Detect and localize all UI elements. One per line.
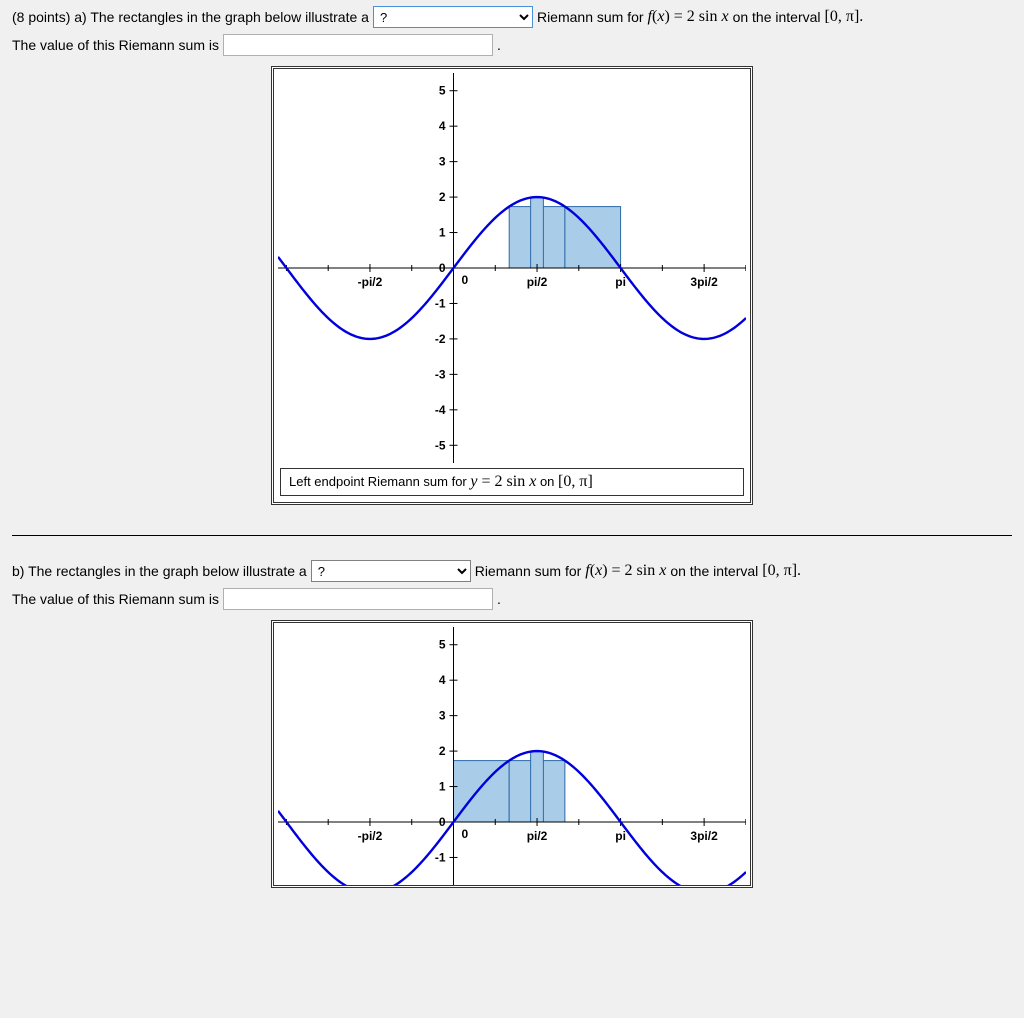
svg-text:pi: pi: [615, 275, 626, 289]
part-a-dropdown[interactable]: ?: [373, 6, 533, 28]
svg-text:-pi/2: -pi/2: [358, 829, 383, 843]
separator: [12, 535, 1012, 536]
part-b-prefix: b) The rectangles in the graph below ill…: [12, 563, 307, 579]
svg-text:-1: -1: [435, 850, 446, 864]
part-a-caption: Left endpoint Riemann sum for y = 2 sin …: [280, 468, 744, 496]
svg-text:2: 2: [439, 190, 446, 204]
svg-text:0: 0: [439, 815, 446, 829]
part-a-line2: The value of this Riemann sum is: [12, 37, 219, 53]
part-b-graph-frame: -5-4-3-2-1123450-pi/20pi/2pi3pi/2: [271, 620, 753, 888]
part-b-value-input[interactable]: [223, 588, 493, 610]
svg-text:5: 5: [439, 84, 446, 98]
svg-text:3: 3: [439, 155, 446, 169]
svg-text:0: 0: [462, 273, 469, 287]
svg-text:-2: -2: [435, 886, 446, 888]
svg-text:-5: -5: [435, 438, 446, 452]
part-b-line2: The value of this Riemann sum is: [12, 591, 219, 607]
svg-text:pi/2: pi/2: [527, 829, 548, 843]
part-a-interval: [0, π].: [825, 8, 864, 26]
part-a-prefix: (8 points) a) The rectangles in the grap…: [12, 9, 369, 25]
svg-text:pi/2: pi/2: [527, 275, 548, 289]
svg-text:-3: -3: [435, 367, 446, 381]
part-a-function: f(x) = 2 sin x: [648, 8, 729, 26]
part-b-dropdown[interactable]: ?: [311, 560, 471, 582]
svg-text:0: 0: [462, 827, 469, 841]
part-b-on-interval: on the interval: [670, 563, 758, 579]
part-a-period: .: [497, 37, 501, 53]
svg-text:4: 4: [439, 673, 446, 687]
svg-text:-4: -4: [435, 403, 446, 417]
svg-text:5: 5: [439, 638, 446, 652]
part-a-on-interval: on the interval: [733, 9, 821, 25]
svg-text:-pi/2: -pi/2: [358, 275, 383, 289]
part-b-period: .: [497, 591, 501, 607]
svg-text:4: 4: [439, 119, 446, 133]
part-b-function: f(x) = 2 sin x: [585, 562, 666, 580]
part-b-graph: -5-4-3-2-1123450-pi/20pi/2pi3pi/2: [278, 627, 746, 888]
svg-text:-1: -1: [435, 296, 446, 310]
svg-text:2: 2: [439, 744, 446, 758]
svg-text:-2: -2: [435, 332, 446, 346]
part-a-graph-frame: -5 -4 -3 -2 -1 1 2 3 4 5 0 -pi/2 0 pi/2 pi 3pi/2 Left e…: [271, 66, 753, 505]
svg-text:0: 0: [439, 261, 446, 275]
part-b-interval: [0, π].: [762, 562, 801, 580]
svg-text:1: 1: [439, 226, 446, 240]
svg-text:3pi/2: 3pi/2: [690, 829, 718, 843]
part-a-graph: -5 -4 -3 -2 -1 1 2 3 4 5 0 -pi/2 0 pi/2 pi 3pi/2: [278, 73, 746, 463]
part-b-after-dropdown: Riemann sum for: [475, 563, 582, 579]
svg-text:1: 1: [439, 780, 446, 794]
part-a-after-dropdown: Riemann sum for: [537, 9, 644, 25]
svg-text:pi: pi: [615, 829, 626, 843]
part-a-value-input[interactable]: [223, 34, 493, 56]
svg-text:3pi/2: 3pi/2: [690, 275, 718, 289]
svg-text:3: 3: [439, 709, 446, 723]
